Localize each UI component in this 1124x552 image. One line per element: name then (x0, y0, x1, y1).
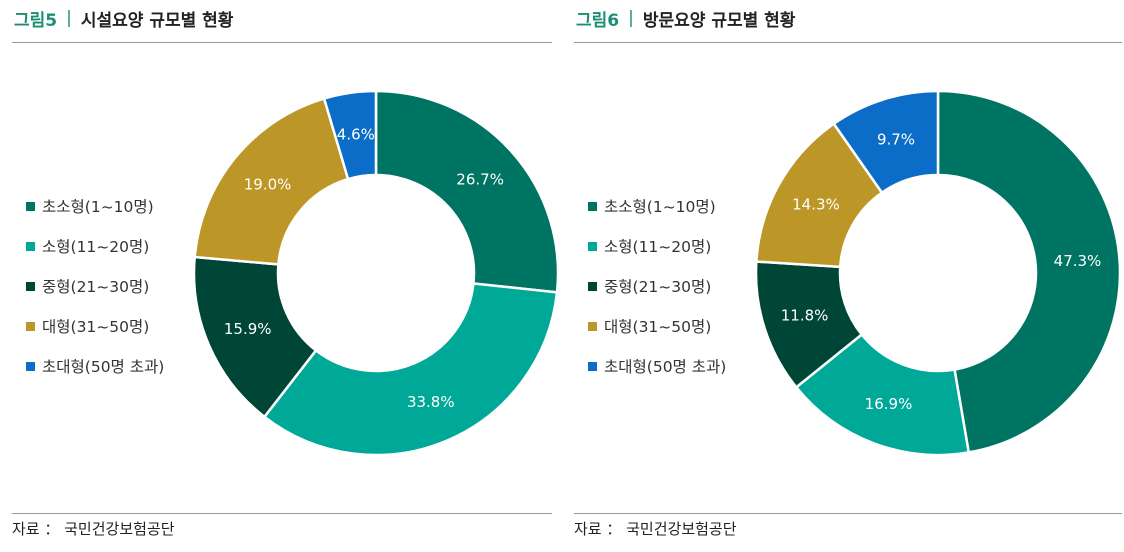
legend-label: 소형(11~20명) (42, 238, 150, 256)
figure-title-row: 그림5 | 시설요양 규모별 현황 (14, 6, 234, 31)
donut-slice (832, 89, 940, 195)
source-note: 자료 ： 국민건강보험공단 (574, 518, 737, 539)
donut-slice (936, 89, 1122, 454)
legend-label: 소형(11~20명) (604, 238, 712, 256)
donut-slice (374, 89, 560, 294)
legend-swatch (26, 201, 35, 211)
source-text: 자료 ： 국민건강보험공단 (12, 520, 175, 538)
legend-item: 소형(11~20명) (588, 226, 726, 266)
slice-value-label: 16.9% (865, 395, 913, 413)
donut-slice (262, 282, 559, 457)
figure-panel-6: 그림6 | 방문요양 규모별 현황 초소형(1~10명) 소형(11~20명) 중형… (562, 0, 1124, 552)
legend-item: 초대형(50명 초과) (26, 346, 164, 386)
figure-number: 그림5 (14, 10, 58, 31)
slice-value-label: 47.3% (1054, 252, 1102, 270)
figure-number: 그림6 (576, 10, 620, 31)
donut-chart: 47.3% 16.9% 11.8% 14.3% 9.7% (754, 89, 1122, 457)
legend-item: 초소형(1~10명) (26, 186, 164, 226)
slice-value-label: 14.3% (792, 195, 840, 213)
figure-title: 방문요양 규모별 현황 (642, 10, 796, 31)
source-note: 자료 ： 국민건강보험공단 (12, 518, 175, 539)
title-separator: | (66, 8, 72, 28)
title-rule (574, 42, 1122, 43)
title-rule (12, 42, 552, 43)
slice-value-label: 33.8% (407, 393, 455, 411)
legend-label: 초소형(1~10명) (42, 198, 154, 216)
source-rule (574, 513, 1122, 514)
donut-chart: 26.7% 33.8% 15.9% 19.0% 4.6% (192, 89, 560, 457)
legend-item: 대형(31~50명) (26, 306, 164, 346)
chart-legend: 초소형(1~10명) 소형(11~20명) 중형(21~30명) 대형(31~50명)… (26, 186, 164, 386)
legend-label: 초대형(50명 초과) (604, 358, 727, 376)
legend-swatch (588, 241, 597, 251)
figure-title: 시설요양 규모별 현황 (80, 10, 234, 31)
legend-item: 초소형(1~10명) (588, 186, 726, 226)
legend-item: 대형(31~50명) (588, 306, 726, 346)
title-separator: | (628, 8, 634, 28)
legend-item: 중형(21~30명) (26, 266, 164, 306)
slice-value-label: 15.9% (224, 320, 272, 338)
figure-panel-5: 그림5 | 시설요양 규모별 현황 초소형(1~10명) 소형(11~20명) 중형… (12, 6, 560, 539)
legend-label: 중형(21~30명) (42, 278, 150, 296)
legend-swatch (26, 321, 35, 331)
legend-label: 대형(31~50명) (604, 318, 712, 336)
donut-slice (794, 332, 971, 457)
legend-swatch (588, 281, 597, 291)
legend-label: 중형(21~30명) (604, 278, 712, 296)
donut-slice (192, 255, 318, 419)
slice-value-label: 19.0% (244, 175, 292, 193)
chart-legend: 초소형(1~10명) 소형(11~20명) 중형(21~30명) 대형(31~50명)… (588, 186, 726, 386)
legend-swatch (588, 201, 597, 211)
legend-item: 소형(11~20명) (26, 226, 164, 266)
legend-item: 중형(21~30명) (588, 266, 726, 306)
slice-value-label: 26.7% (456, 170, 504, 188)
slice-value-label: 11.8% (781, 306, 829, 324)
figure-title-row: 그림6 | 방문요양 규모별 현황 (576, 6, 796, 31)
legend-label: 초소형(1~10명) (604, 198, 716, 216)
legend-swatch (26, 281, 35, 291)
donut-slice (322, 89, 378, 181)
slice-value-label: 4.6% (337, 125, 375, 143)
legend-swatch (26, 361, 35, 371)
donut-slice (193, 96, 350, 266)
slice-value-label: 9.7% (877, 130, 915, 148)
source-text: 자료 ： 국민건강보험공단 (574, 520, 737, 538)
legend-swatch (588, 361, 597, 371)
legend-item: 초대형(50명 초과) (588, 346, 726, 386)
source-rule (12, 513, 552, 514)
legend-label: 대형(31~50명) (42, 318, 150, 336)
legend-label: 초대형(50명 초과) (42, 358, 165, 376)
legend-swatch (26, 241, 35, 251)
legend-swatch (588, 321, 597, 331)
